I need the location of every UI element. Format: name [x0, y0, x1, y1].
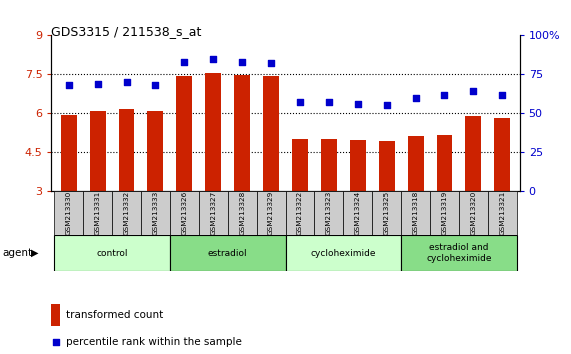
- Bar: [379, 141, 395, 191]
- Point: [93, 81, 102, 86]
- Text: agent: agent: [3, 248, 33, 258]
- Bar: [170, 191, 199, 235]
- Bar: [430, 191, 459, 235]
- Point: [498, 92, 507, 97]
- Bar: [228, 191, 256, 235]
- Bar: [465, 116, 481, 191]
- Point: [64, 82, 73, 88]
- Point: [382, 103, 391, 108]
- Bar: [119, 109, 135, 191]
- Bar: [234, 75, 250, 191]
- Bar: [488, 191, 517, 235]
- Bar: [54, 235, 170, 271]
- Text: estradiol: estradiol: [208, 249, 247, 258]
- Point: [295, 99, 304, 105]
- Bar: [436, 135, 452, 191]
- Bar: [141, 191, 170, 235]
- Bar: [401, 235, 517, 271]
- Bar: [459, 191, 488, 235]
- Bar: [343, 191, 372, 235]
- Bar: [61, 115, 77, 191]
- Point: [411, 95, 420, 101]
- Text: GSM213325: GSM213325: [384, 191, 389, 235]
- Bar: [170, 235, 286, 271]
- Text: GSM213322: GSM213322: [297, 191, 303, 235]
- Bar: [286, 235, 401, 271]
- Bar: [147, 112, 163, 191]
- Text: GSM213328: GSM213328: [239, 191, 245, 235]
- Point: [180, 59, 189, 65]
- Bar: [206, 73, 221, 191]
- Text: transformed count: transformed count: [66, 310, 163, 320]
- Point: [440, 92, 449, 97]
- Text: GDS3315 / 211538_s_at: GDS3315 / 211538_s_at: [51, 25, 202, 38]
- Text: GSM213327: GSM213327: [210, 191, 216, 235]
- Bar: [112, 191, 141, 235]
- Text: estradiol and
cycloheximide: estradiol and cycloheximide: [426, 244, 492, 263]
- Text: GSM213324: GSM213324: [355, 191, 361, 235]
- Bar: [176, 76, 192, 191]
- Bar: [321, 139, 337, 191]
- Point: [353, 101, 363, 107]
- Bar: [90, 112, 106, 191]
- Bar: [263, 76, 279, 191]
- Bar: [494, 118, 510, 191]
- Text: GSM213331: GSM213331: [95, 191, 100, 235]
- Point: [208, 56, 218, 62]
- Text: percentile rank within the sample: percentile rank within the sample: [66, 337, 242, 347]
- Bar: [199, 191, 228, 235]
- Point: [238, 59, 247, 65]
- Text: GSM213326: GSM213326: [182, 191, 187, 235]
- Bar: [401, 191, 430, 235]
- Point: [469, 88, 478, 94]
- Bar: [315, 191, 343, 235]
- Text: GSM213321: GSM213321: [499, 191, 505, 235]
- Bar: [286, 191, 315, 235]
- Text: ▶: ▶: [31, 248, 39, 258]
- Bar: [408, 136, 424, 191]
- Text: GSM213333: GSM213333: [152, 191, 158, 235]
- Text: GSM213332: GSM213332: [123, 191, 130, 235]
- Text: GSM213329: GSM213329: [268, 191, 274, 235]
- Point: [267, 61, 276, 66]
- Point: [151, 82, 160, 88]
- Point: [324, 99, 333, 105]
- Text: GSM213318: GSM213318: [413, 191, 419, 235]
- Bar: [256, 191, 286, 235]
- Text: GSM213323: GSM213323: [326, 191, 332, 235]
- Point: [122, 79, 131, 85]
- Text: GSM213330: GSM213330: [66, 191, 72, 235]
- Text: control: control: [96, 249, 128, 258]
- Point: [51, 339, 61, 344]
- Bar: [292, 139, 308, 191]
- Text: GSM213319: GSM213319: [441, 191, 448, 235]
- Bar: [54, 191, 83, 235]
- Bar: [350, 140, 365, 191]
- Text: GSM213320: GSM213320: [471, 191, 476, 235]
- Bar: [83, 191, 112, 235]
- Bar: [372, 191, 401, 235]
- Text: cycloheximide: cycloheximide: [311, 249, 376, 258]
